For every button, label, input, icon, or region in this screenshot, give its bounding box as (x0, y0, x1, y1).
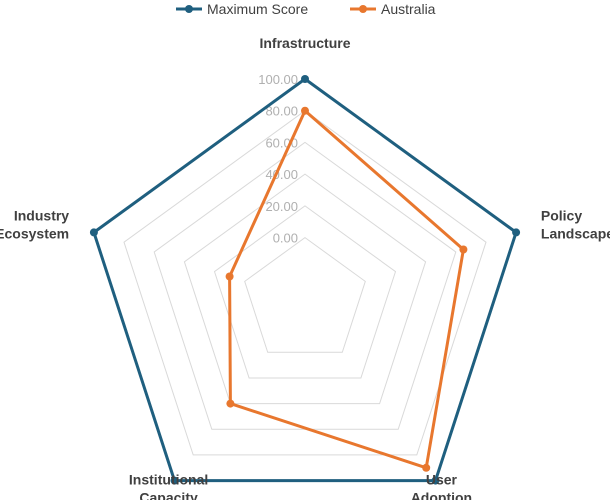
axis-label: Infrastructure (259, 35, 350, 51)
series-0 (89, 75, 521, 485)
series-line (228, 109, 465, 470)
data-point (459, 245, 468, 254)
grid-ring-2 (183, 173, 427, 405)
data-point (226, 399, 235, 408)
tick-label: 0.00 (273, 231, 298, 246)
legend-marker (185, 5, 193, 13)
grid-ring-3 (153, 141, 457, 430)
data-point (89, 228, 98, 237)
axis-label: Policy Landscape (541, 207, 610, 241)
tick-label: 40.00 (265, 167, 298, 182)
grid-ring-5 (93, 78, 517, 482)
series-1 (225, 106, 468, 472)
series-layer (89, 75, 521, 485)
legend-marker (359, 5, 367, 13)
legend[interactable]: Maximum Score Australia (176, 1, 436, 17)
data-point (170, 476, 179, 485)
tick-label: 20.00 (265, 199, 298, 214)
series-line (92, 77, 518, 483)
data-point (225, 272, 234, 281)
legend-label: Maximum Score (207, 1, 308, 17)
tick-label: 100.00 (258, 72, 298, 87)
grid-ring-1 (213, 205, 397, 379)
legend-item[interactable]: Australia (350, 1, 436, 17)
legend-item[interactable]: Maximum Score (176, 1, 308, 17)
grid (93, 78, 517, 482)
grid-ring-4 (123, 110, 487, 456)
grid-ring-0 (244, 236, 366, 353)
data-point (301, 75, 309, 83)
tick-label: 80.00 (265, 104, 298, 119)
legend-label: Australia (381, 1, 436, 17)
axis-label: Institutional Capacity (129, 472, 208, 500)
data-point (512, 228, 521, 237)
data-point (422, 463, 431, 472)
axis-labels: Infrastructure Policy Landscape User Adoptio… (0, 35, 610, 500)
data-point (301, 106, 309, 115)
axis-label: User Adoption (411, 472, 472, 500)
axis-label: Industry Ecosystem (0, 207, 69, 241)
data-point (431, 476, 440, 485)
